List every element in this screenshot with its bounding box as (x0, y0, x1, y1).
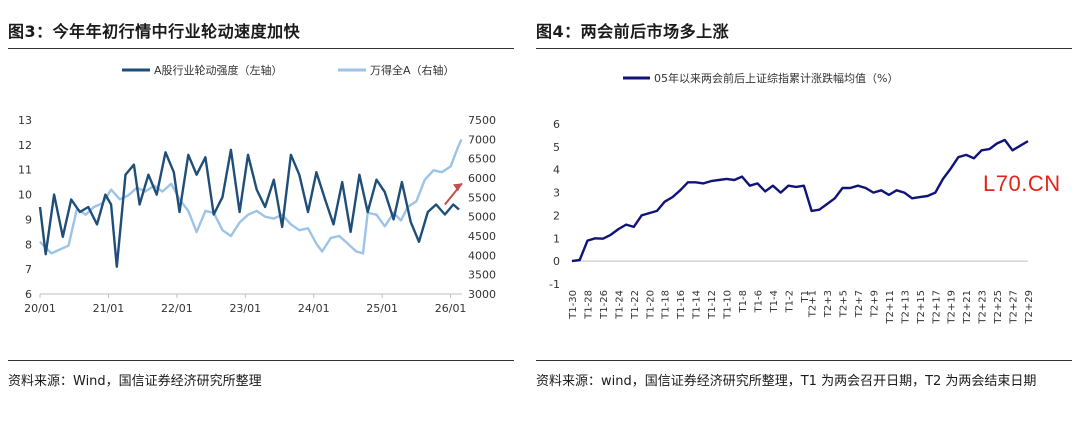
x-tick-label: T1-26 (599, 290, 610, 320)
x-tick-label: T1 (800, 290, 811, 303)
x-tick-label: T1-14 (692, 290, 703, 320)
x-tick-label: T1-12 (707, 290, 718, 320)
y-tick-label: 5 (553, 141, 560, 154)
rotation-chart: 6 7 8 9 10 11 12 13 3000 3500 4000 4500 5000 5500 6000… (18, 63, 496, 315)
y-left-tick-label: 13 (18, 114, 32, 127)
y-right-tick-label: 3500 (468, 269, 496, 282)
y-left-tick-label: 9 (25, 213, 32, 226)
y-right-tick-label: 6500 (468, 153, 496, 166)
y-right-tick-label: 3000 (468, 288, 496, 301)
x-tick-label: T2+9 (869, 290, 880, 318)
x-tick-label: T2+19 (947, 290, 958, 325)
chart-legend: 05年以来两会前后上证综指累计涨跌幅均值（%） (623, 71, 898, 85)
x-tick-label: 26/01 (435, 302, 467, 315)
x-tick-label: T1-22 (630, 290, 641, 320)
x-tick-label: T2+11 (885, 290, 896, 325)
source-divider (8, 360, 514, 361)
figure-3-source: 资料来源：Wind，国信证券经济研究所整理 (8, 374, 262, 389)
y-tick-label: 1 (553, 232, 560, 245)
x-tick-label: T1-20 (645, 290, 656, 320)
x-tick-label: T2+27 (1009, 290, 1020, 325)
y-tick-label: 2 (553, 209, 560, 222)
legend-label: 05年以来两会前后上证综指累计涨跌幅均值（%） (654, 71, 898, 85)
title-divider (8, 48, 514, 49)
x-tick-label: T1-2 (784, 290, 795, 313)
x-tick-label: T2+15 (916, 290, 927, 325)
x-tick-label: 21/01 (93, 302, 125, 315)
x-tick-label: T1-16 (676, 290, 687, 320)
x-tick-label: T2+23 (978, 290, 989, 325)
x-tick-label: T2+13 (900, 290, 911, 325)
x-tick-label: T2+3 (823, 290, 834, 318)
x-tick-label: T2+25 (993, 290, 1004, 325)
x-tick-label: T2+5 (839, 290, 850, 318)
legend-label-wind-a: 万得全A（右轴） (370, 63, 455, 77)
figure-4-title: 图4：两会前后市场多上涨 (536, 22, 730, 41)
y-tick-label: 0 (553, 255, 560, 268)
figure-3-panel: 图3：今年年初行情中行业轮动速度加快 6 7 8 9 10 11 12 13 3000 3500 4… (0, 0, 522, 426)
x-tick-label: T2+17 (931, 290, 942, 325)
figure-3-title: 图3：今年年初行情中行业轮动速度加快 (8, 22, 301, 41)
source-divider (536, 360, 1072, 361)
x-tick-label: 25/01 (366, 302, 398, 315)
x-tick-label: T1-30 (568, 290, 579, 320)
y-right-tick-label: 5500 (468, 191, 496, 204)
y-tick-label: 6 (553, 118, 560, 131)
x-tick-label: T1-28 (583, 290, 594, 320)
x-tick-label: 20/01 (24, 302, 56, 315)
series-line-rotation (38, 148, 460, 268)
figure-4-panel: 图4：两会前后市场多上涨 05年以来两会前后上证综指累计涨跌幅均值（%） -1 0 1… (528, 0, 1080, 426)
y-tick-label: 3 (553, 187, 560, 200)
series-line-wind-a (39, 138, 463, 255)
trend-arrow-head-icon (453, 183, 462, 192)
x-tick-label: 23/01 (229, 302, 261, 315)
series-line (571, 138, 1029, 263)
y-right-tick-label: 7000 (468, 133, 496, 146)
y-right-tick-label: 4000 (468, 249, 496, 262)
y-left-tick-label: 7 (25, 263, 32, 276)
y-right-tick-label: 6000 (468, 172, 496, 185)
y-left-tick-label: 6 (25, 288, 32, 301)
y-right-tick-label: 5000 (468, 211, 496, 224)
y-left-tick-label: 10 (18, 189, 32, 202)
x-tick-label: T1-6 (753, 290, 764, 313)
chart-legend: A股行业轮动强度（左轴） 万得全A（右轴） (122, 63, 455, 77)
x-tick-label: T2+29 (1024, 290, 1035, 325)
x-tick-label: T1-4 (769, 290, 780, 313)
x-tick-label: T1-18 (661, 290, 672, 320)
y-left-tick-label: 11 (18, 164, 32, 177)
x-tick-label: T1-24 (614, 290, 625, 320)
x-tick-label: T2+21 (962, 290, 973, 325)
two-sessions-chart: 05年以来两会前后上证综指累计涨跌幅均值（%） -1 0 1 2 3 4 5 6 T1-30 T1-… (549, 71, 1035, 325)
x-tick-label: T2+7 (854, 290, 865, 318)
watermark-logo: L70.CN (983, 171, 1061, 196)
y-tick-label: -1 (549, 278, 560, 291)
y-left-tick-label: 12 (18, 139, 32, 152)
figure-4-source: 资料来源：wind，国信证券经济研究所整理，T1 为两会召开日期，T2 为两会结… (536, 374, 1037, 389)
x-tick-label: T1-8 (738, 290, 749, 313)
legend-label-rotation: A股行业轮动强度（左轴） (154, 63, 283, 77)
x-tick-label: T1-10 (723, 290, 734, 320)
x-tick-label: 22/01 (161, 302, 193, 315)
y-right-tick-label: 4500 (468, 230, 496, 243)
title-divider (536, 48, 1072, 49)
y-tick-label: 4 (553, 164, 560, 177)
x-tick-label: 24/01 (298, 302, 330, 315)
x-tick-label: T2+1 (808, 290, 819, 318)
y-left-tick-label: 8 (25, 238, 32, 251)
y-right-tick-label: 7500 (468, 114, 496, 127)
